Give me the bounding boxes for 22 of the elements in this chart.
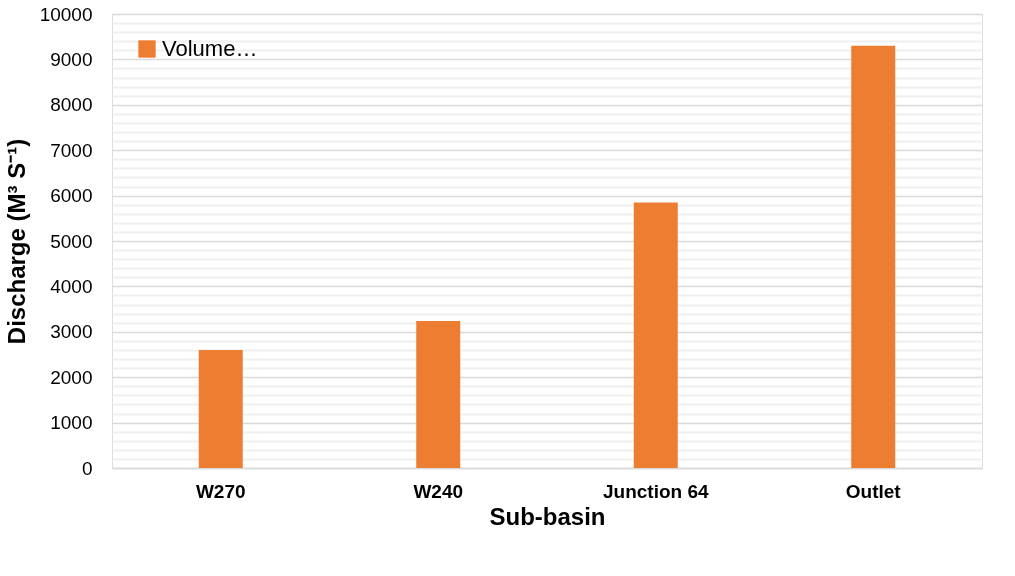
y-tick-label: 0 [81, 457, 93, 479]
x-tick-label: Outlet [845, 480, 902, 502]
y-tick-label: 10000 [39, 3, 93, 25]
x-tick-label: Junction 64 [602, 480, 709, 502]
bar [198, 349, 243, 468]
x-axis-title: Sub-basin [489, 502, 606, 530]
bar [416, 320, 461, 468]
y-tick-label: 3000 [50, 321, 93, 343]
y-tick-label: 7000 [50, 139, 93, 161]
y-tick-label: 8000 [50, 94, 93, 116]
y-tick-label: 9000 [50, 48, 93, 70]
y-tick-label: 2000 [50, 366, 93, 388]
y-axis-title: Discharge (M³ S⁻¹) [2, 138, 30, 345]
y-tick-label: 4000 [50, 275, 93, 297]
x-tick-label: W240 [413, 480, 464, 502]
bar [633, 202, 678, 468]
y-tick-label: 6000 [50, 185, 93, 207]
x-tick-label: W270 [195, 480, 246, 502]
y-tick-label: 1000 [50, 412, 93, 434]
bar [851, 45, 896, 468]
y-tick-label: 5000 [50, 230, 93, 252]
legend-label: Volume… [162, 36, 258, 61]
